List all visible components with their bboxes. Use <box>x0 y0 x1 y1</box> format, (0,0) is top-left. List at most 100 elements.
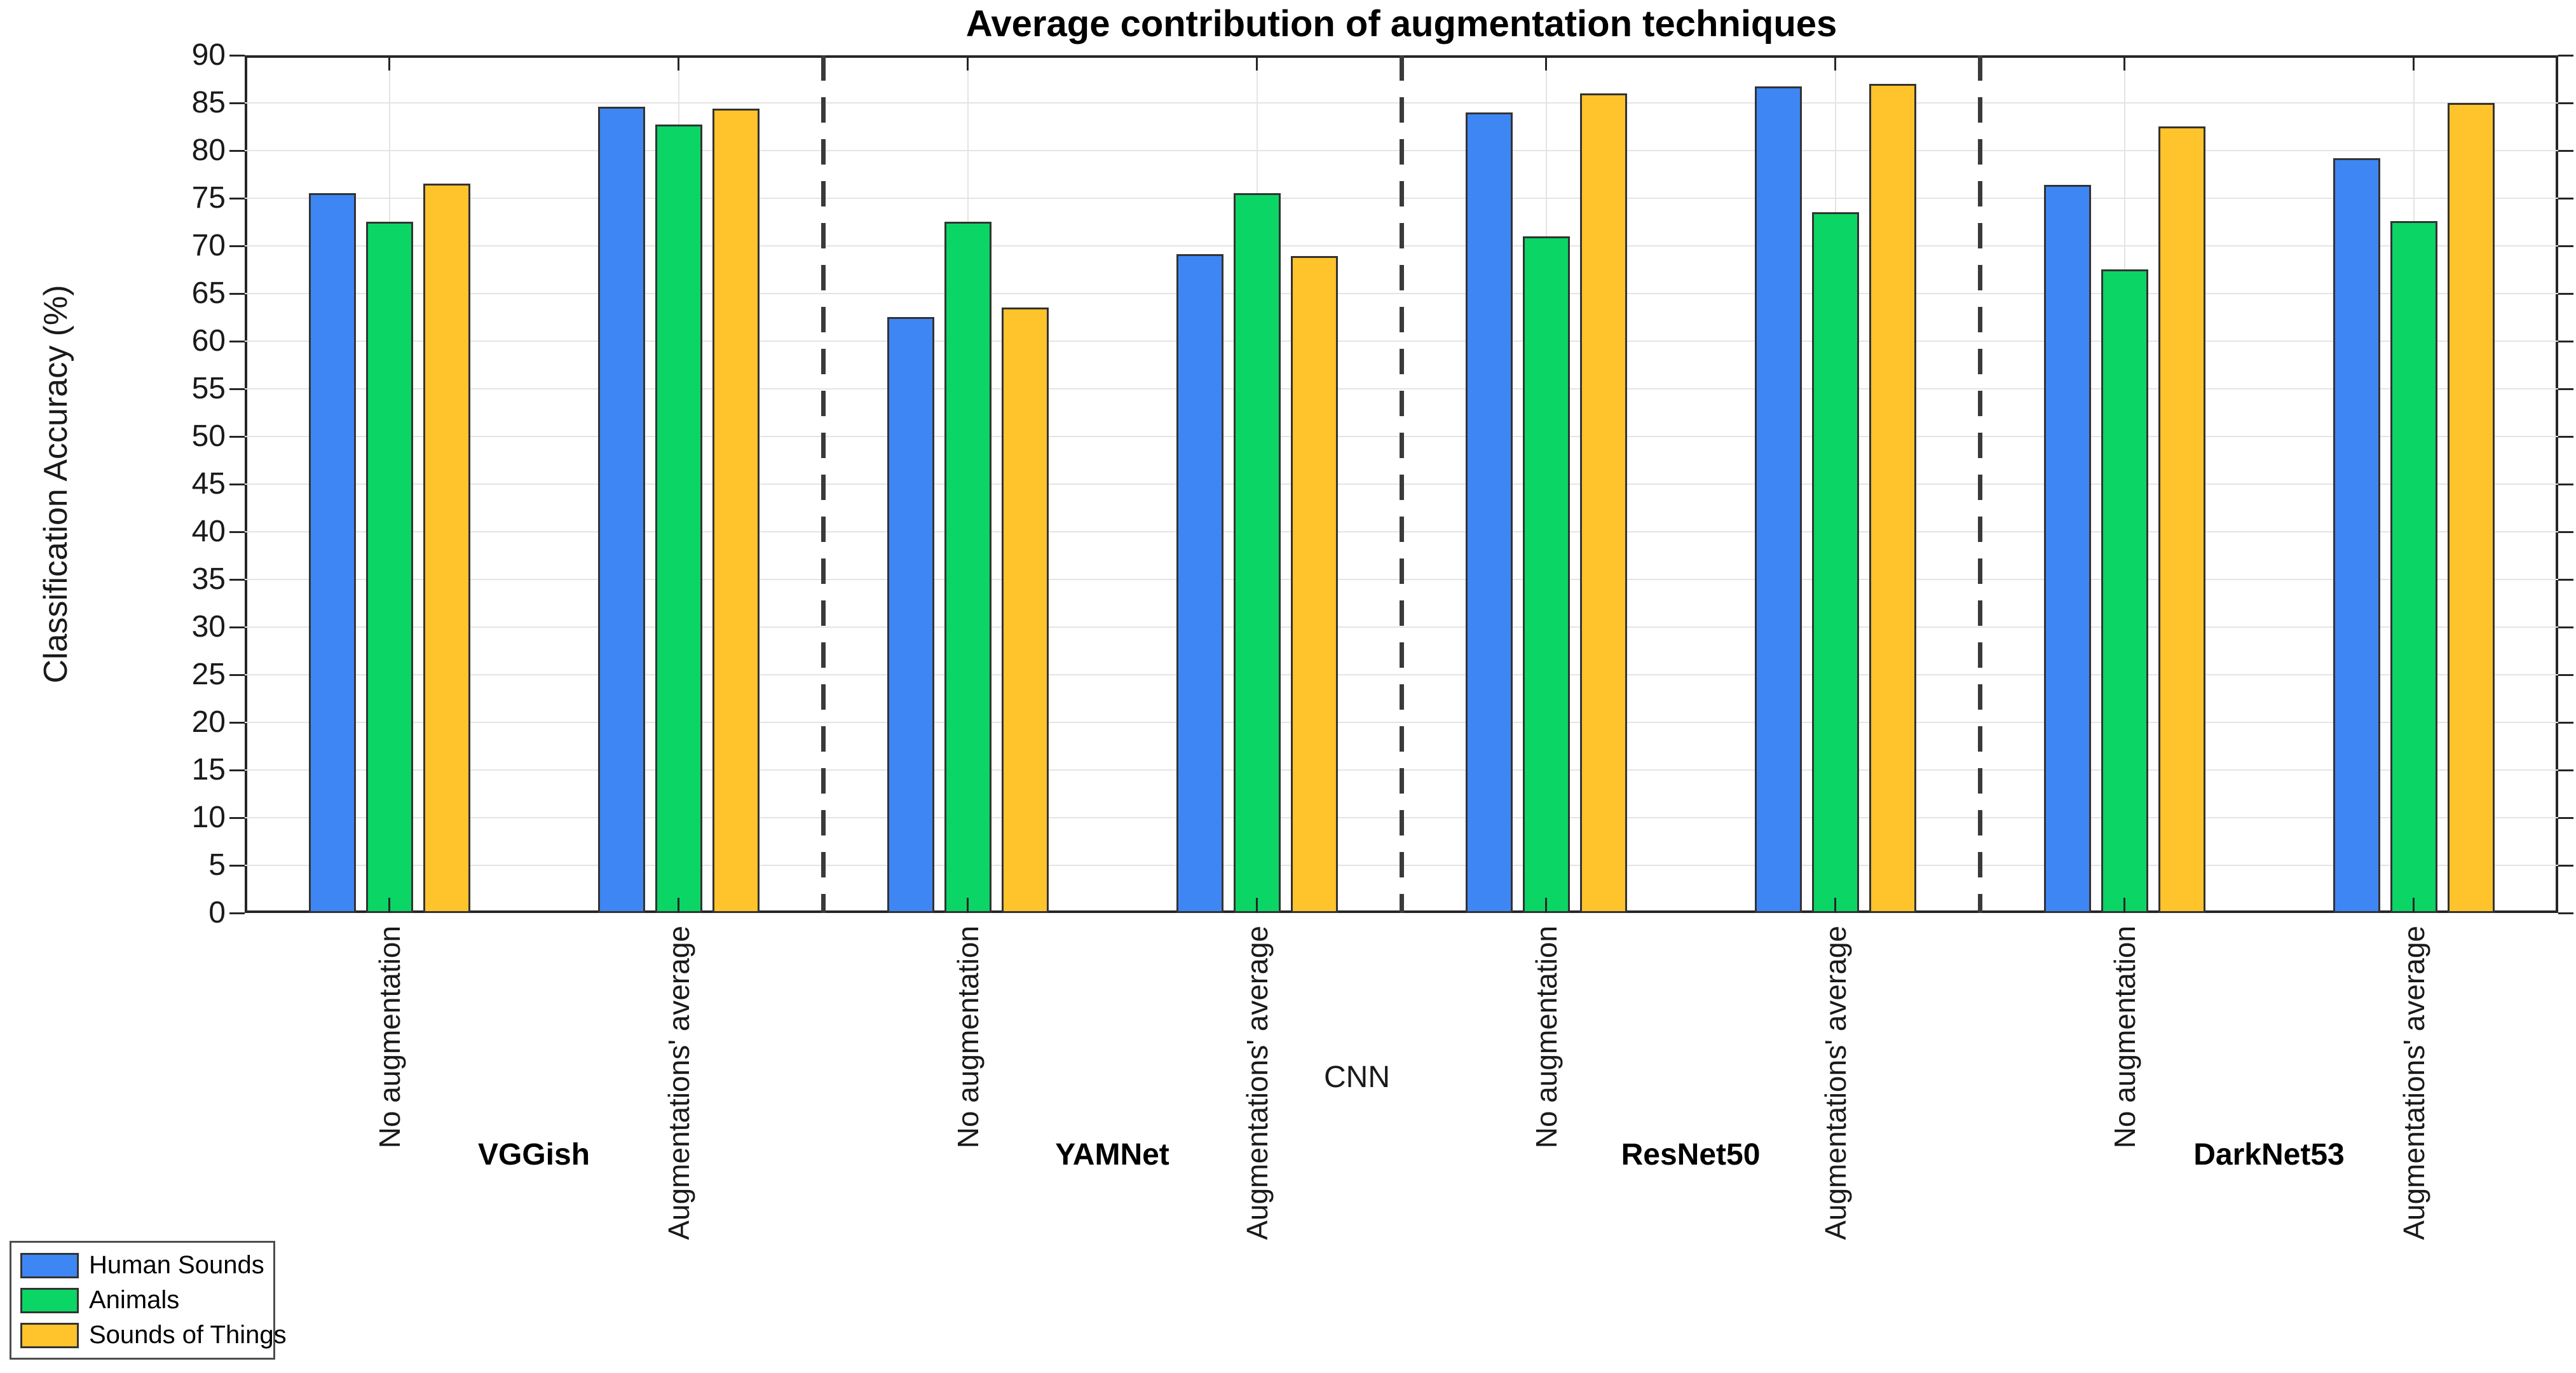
y-tick-right <box>2558 102 2573 104</box>
bar-animals <box>2390 221 2437 913</box>
x-tick-top <box>678 55 679 71</box>
bar-animals <box>366 222 413 913</box>
y-tick-label: 90 <box>191 38 226 72</box>
y-tick-right <box>2558 388 2573 390</box>
bar-animals <box>1234 193 1281 913</box>
y-tick-left <box>229 912 245 914</box>
x-tick-bottom <box>678 898 679 913</box>
y-tick-right <box>2558 149 2573 152</box>
category-label: Augmentations' average <box>662 926 695 1240</box>
x-tick-top <box>1545 55 1547 71</box>
y-axis-label: Classification Accuracy (%) <box>37 285 74 684</box>
x-tick-top <box>1834 55 1836 71</box>
legend-swatch-icon <box>20 1252 79 1278</box>
y-tick-label: 75 <box>191 181 226 215</box>
y-tick-right <box>2558 673 2573 676</box>
category-label: No augmentation <box>951 926 985 1149</box>
legend-item: Human Sounds <box>20 1251 273 1280</box>
bar-sounds-of-things <box>1869 84 1916 913</box>
bar-sounds-of-things <box>423 184 470 913</box>
y-tick-right <box>2558 197 2573 200</box>
y-tick-left <box>229 864 245 867</box>
y-tick-right <box>2558 483 2573 485</box>
y-tick-label: 20 <box>191 705 226 739</box>
y-tick-right <box>2558 531 2573 533</box>
y-tick-label: 55 <box>191 372 226 405</box>
x-tick-top <box>1256 55 1258 71</box>
y-tick-left <box>229 531 245 533</box>
legend-label: Sounds of Things <box>89 1321 287 1349</box>
bar-sounds-of-things <box>1580 93 1627 913</box>
chart-title: Average contribution of augmentation tec… <box>965 3 1837 44</box>
y-tick-label: 50 <box>191 419 226 453</box>
x-tick-bottom <box>2413 898 2415 913</box>
y-tick-left <box>229 102 245 104</box>
y-tick-right <box>2558 245 2573 247</box>
category-label: No augmentation <box>1529 926 1563 1149</box>
y-tick-right <box>2558 816 2573 819</box>
x-tick-bottom <box>388 898 390 913</box>
x-tick-bottom <box>1545 898 1547 913</box>
y-tick-label: 65 <box>191 276 226 310</box>
bar-sounds-of-things <box>712 109 760 913</box>
cnn-separator-line <box>1977 55 1982 913</box>
x-tick-bottom <box>1834 898 1836 913</box>
bar-human-sounds <box>887 317 934 913</box>
y-tick-label: 80 <box>191 133 226 167</box>
y-tick-right <box>2558 912 2573 914</box>
y-tick-right <box>2558 54 2573 57</box>
legend: Human Sounds Animals Sounds of Things <box>10 1241 287 1360</box>
legend-item: Animals <box>20 1286 273 1315</box>
bar-animals <box>655 125 702 913</box>
y-tick-label: 5 <box>208 848 226 882</box>
x-tick-bottom <box>967 898 969 913</box>
x-tick-top <box>2413 55 2415 71</box>
bar-animals <box>1523 236 1570 913</box>
y-tick-left <box>229 197 245 200</box>
y-tick-label: 45 <box>191 467 226 501</box>
bar-sounds-of-things <box>1291 256 1338 913</box>
bar-sounds-of-things <box>2158 126 2205 913</box>
cnn-separator-line <box>821 55 826 913</box>
legend-swatch-icon <box>20 1287 79 1313</box>
y-tick-label: 60 <box>191 324 226 358</box>
x-tick-top <box>388 55 390 71</box>
y-tick-right <box>2558 435 2573 438</box>
bar-human-sounds <box>2333 158 2380 913</box>
y-tick-right <box>2558 626 2573 628</box>
y-tick-left <box>229 626 245 628</box>
category-label: Augmentations' average <box>1240 926 1274 1240</box>
y-tick-left <box>229 816 245 819</box>
y-tick-left <box>229 483 245 485</box>
category-label: No augmentation <box>2108 926 2141 1149</box>
y-tick-left <box>229 292 245 295</box>
x-tick-bottom <box>2123 898 2125 913</box>
bar-human-sounds <box>1176 254 1223 913</box>
bar-human-sounds <box>1466 112 1513 913</box>
y-tick-left <box>229 769 245 771</box>
y-tick-right <box>2558 864 2573 867</box>
y-tick-right <box>2558 578 2573 581</box>
bar-sounds-of-things <box>2448 103 2495 913</box>
y-tick-left <box>229 435 245 438</box>
y-tick-left <box>229 673 245 676</box>
category-label: No augmentation <box>372 926 406 1149</box>
y-tick-label: 35 <box>191 562 226 596</box>
x-tick-top <box>967 55 969 71</box>
y-tick-left <box>229 340 245 342</box>
group-label-vggish: VGGish <box>477 1138 590 1172</box>
y-tick-label: 10 <box>191 801 226 834</box>
y-tick-label: 25 <box>191 658 226 691</box>
legend-item: Sounds of Things <box>20 1321 287 1349</box>
y-tick-label: 15 <box>191 753 226 787</box>
y-tick-label: 40 <box>191 515 226 548</box>
bar-human-sounds <box>1755 86 1802 913</box>
y-tick-right <box>2558 769 2573 771</box>
y-tick-right <box>2558 292 2573 295</box>
bar-human-sounds <box>2044 185 2091 913</box>
group-label-yamnet: YAMNet <box>1055 1138 1169 1172</box>
cnn-separator-line <box>1399 55 1404 913</box>
group-label-darknet53: DarkNet53 <box>2193 1138 2345 1172</box>
y-tick-left <box>229 721 245 724</box>
legend-swatch-icon <box>20 1322 79 1348</box>
